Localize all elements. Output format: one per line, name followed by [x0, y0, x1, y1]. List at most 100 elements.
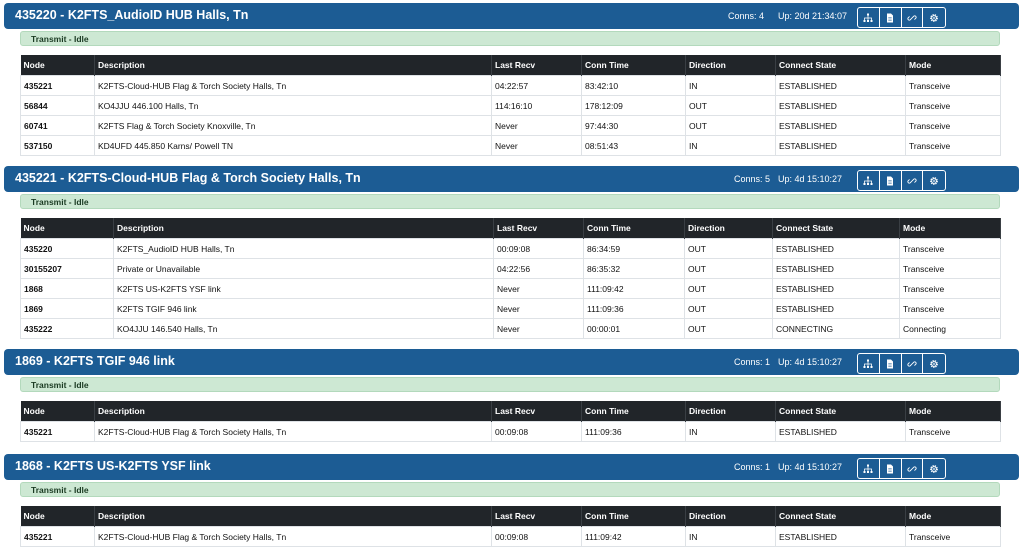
node-header: 435220 - K2FTS_AudioID HUB Halls, Tn Con… — [4, 3, 1019, 29]
cell-direction: OUT — [684, 278, 773, 299]
link-button[interactable] — [902, 459, 924, 478]
network-icon — [863, 176, 873, 185]
header-button-group — [857, 458, 946, 479]
bubble-button[interactable] — [858, 8, 880, 27]
cell-node: 537150 — [20, 135, 95, 156]
cell-direction: OUT — [684, 258, 773, 279]
settings-button[interactable] — [923, 354, 945, 373]
cell-last-recv: 00:09:08 — [491, 526, 582, 547]
cell-connect-state: ESTABLISHED — [772, 278, 900, 299]
cell-connect-state: ESTABLISHED — [772, 298, 900, 319]
cell-direction: IN — [685, 421, 776, 442]
table-row: 1868 K2FTS US-K2FTS YSF link Never 111:09:4… — [20, 278, 1001, 299]
node-header: 1868 - K2FTS US-K2FTS YSF link Conns: 1 … — [4, 454, 1019, 480]
cell-description: K2FTS US-K2FTS YSF link — [113, 278, 494, 299]
cell-conn-time: 86:35:32 — [583, 258, 685, 279]
cell-node: 435221 — [20, 421, 95, 442]
cell-conn-time: 111:09:36 — [581, 421, 686, 442]
link-button[interactable] — [902, 171, 924, 190]
table-row: 435221 K2FTS-Cloud-HUB Flag & Torch Socie… — [20, 526, 1001, 547]
bubble-button[interactable] — [858, 354, 880, 373]
uptime: Up: 4d 15:10:27 — [778, 357, 843, 367]
bubble-button[interactable] — [858, 171, 880, 190]
cell-last-recv: 04:22:56 — [493, 258, 584, 279]
lsnod-button[interactable] — [880, 8, 902, 27]
column-header-last-recv: Last Recv — [493, 218, 584, 239]
node-title: 1868 - K2FTS US-K2FTS YSF link — [15, 459, 211, 473]
link-button[interactable] — [902, 354, 924, 373]
node-title: 435220 - K2FTS_AudioID HUB Halls, Tn — [15, 8, 249, 22]
cell-last-recv: 04:22:57 — [491, 75, 582, 96]
status-text: Transmit - Idle — [31, 380, 89, 390]
column-header-node: Node — [20, 218, 114, 239]
column-header-conn-time: Conn Time — [581, 55, 686, 76]
conns-count: Conns: 1 — [734, 462, 771, 472]
column-header-connect-state: Connect State — [775, 401, 906, 422]
column-header-description: Description — [113, 218, 494, 239]
table-row: 30155207 Private or Unavailable 04:22:56 86… — [20, 258, 1001, 279]
cell-direction: OUT — [684, 298, 773, 319]
column-header-direction: Direction — [684, 218, 773, 239]
cell-description: K2FTS TGIF 946 link — [113, 298, 494, 319]
node-header: 1869 - K2FTS TGIF 946 link Conns: 1 Up: … — [4, 349, 1019, 375]
transmit-status: Transmit - Idle — [20, 31, 1000, 46]
table-row: 435220 K2FTS_AudioID HUB Halls, Tn 00:09:0… — [20, 238, 1001, 259]
header-button-group — [857, 7, 946, 28]
cell-conn-time: 178:12:09 — [581, 95, 686, 116]
document-icon — [887, 359, 894, 368]
cell-connect-state: ESTABLISHED — [775, 115, 906, 136]
link-icon — [907, 177, 917, 184]
bubble-button[interactable] — [858, 459, 880, 478]
cell-description: K2FTS-Cloud-HUB Flag & Torch Society Hal… — [94, 75, 492, 96]
column-header-node: Node — [20, 506, 95, 527]
network-icon — [863, 359, 873, 368]
cell-conn-time: 08:51:43 — [581, 135, 686, 156]
cell-direction: IN — [685, 526, 776, 547]
cell-connect-state: ESTABLISHED — [775, 95, 906, 116]
network-icon — [863, 464, 873, 473]
cell-conn-time: 83:42:10 — [581, 75, 686, 96]
lsnod-button[interactable] — [880, 459, 902, 478]
cell-mode: Transceive — [905, 115, 1001, 136]
column-header-direction: Direction — [685, 401, 776, 422]
settings-button[interactable] — [923, 459, 945, 478]
settings-icon — [930, 359, 939, 368]
conns-count: Conns: 5 — [734, 174, 771, 184]
link-icon — [907, 360, 917, 367]
settings-button[interactable] — [923, 8, 945, 27]
lsnod-button[interactable] — [880, 171, 902, 190]
lsnod-button[interactable] — [880, 354, 902, 373]
cell-mode: Transceive — [905, 75, 1001, 96]
cell-description: K2FTS Flag & Torch Society Knoxville, Tn — [94, 115, 492, 136]
cell-conn-time: 111:09:36 — [583, 298, 685, 319]
column-header-description: Description — [94, 401, 492, 422]
document-icon — [887, 13, 894, 22]
column-header-node: Node — [20, 401, 95, 422]
cell-description: K2FTS-Cloud-HUB Flag & Torch Society Hal… — [94, 421, 492, 442]
cell-conn-time: 111:09:42 — [583, 278, 685, 299]
column-header-last-recv: Last Recv — [491, 506, 582, 527]
cell-node: 435220 — [20, 238, 114, 259]
column-header-description: Description — [94, 506, 492, 527]
cell-direction: OUT — [684, 318, 773, 339]
column-header-conn-time: Conn Time — [581, 401, 686, 422]
conns-count: Conns: 4 — [728, 11, 765, 21]
cell-connect-state: ESTABLISHED — [772, 258, 900, 279]
cell-node: 1868 — [20, 278, 114, 299]
cell-conn-time: 111:09:42 — [581, 526, 686, 547]
cell-direction: IN — [685, 135, 776, 156]
column-header-description: Description — [94, 55, 492, 76]
cell-mode: Transceive — [899, 258, 1001, 279]
cell-mode: Transceive — [899, 238, 1001, 259]
column-header-connect-state: Connect State — [775, 55, 906, 76]
status-text: Transmit - Idle — [31, 34, 89, 44]
table-header-row: Node Description Last Recv Conn Time Directi… — [20, 55, 1001, 76]
connections-table: Node Description Last Recv Conn Time Directi… — [20, 55, 1001, 156]
link-button[interactable] — [902, 8, 924, 27]
header-button-group — [857, 170, 946, 191]
settings-button[interactable] — [923, 171, 945, 190]
column-header-mode: Mode — [899, 218, 1001, 239]
column-header-mode: Mode — [905, 401, 1001, 422]
table-row: 435222 KO4JJU 146.540 Halls, Tn Never 00:00… — [20, 318, 1001, 339]
cell-node: 435222 — [20, 318, 114, 339]
